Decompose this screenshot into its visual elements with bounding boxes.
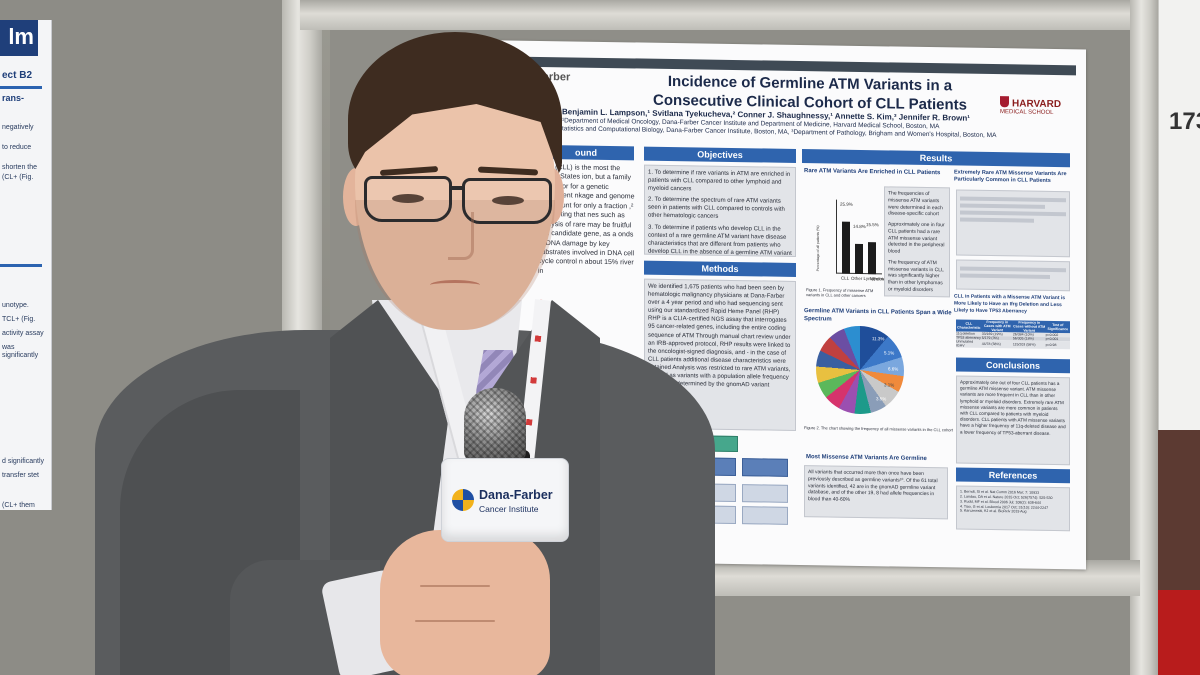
left-poster-fragment: shorten the [2,164,38,171]
right-background-red-object [1158,590,1200,675]
left-poster-fragment: activity assay [2,330,44,337]
mic-flag-subtitle: Cancer Institute [479,504,539,514]
nose [448,212,474,260]
left-poster-fragment: was significantly [2,344,39,359]
left-poster-heading: ect B2 [2,70,33,81]
left-poster-fragment: d significantly [2,458,45,465]
left-poster-fragment: rans- [2,93,25,103]
metal-frame-top [300,0,1200,30]
left-poster-divider [0,264,42,267]
glasses-lens-left [364,176,452,222]
eye-left [392,194,424,203]
poster-number: 173 [1169,108,1200,135]
mic-flag-brand: Dana-Farber [479,488,553,502]
right-neighbor-poster: 173 [1158,0,1200,430]
left-poster-fragment: (CL+ them [2,502,35,509]
left-poster-fragment: TCL+ (Fig. [2,316,36,323]
mouth [430,280,480,290]
left-poster-logo: lm [0,20,38,56]
glasses-bridge [450,186,464,190]
left-poster-fragment: (CL+ (Fig. [2,174,34,181]
hand [380,530,550,675]
glasses-lens-right [462,178,552,224]
microphone-head [464,388,526,462]
finger-crease [415,620,495,622]
left-poster-divider [0,86,42,89]
dana-farber-flag-icon [452,489,474,511]
left-neighbor-poster: lm ect B2 rans- negatively to reduce sho… [0,20,52,510]
finger-crease [420,585,490,587]
left-poster-fragment: negatively [2,124,34,131]
left-poster-fragment: unotype. [2,302,29,309]
microphone-flag: Dana-Farber Cancer Institute [441,458,569,542]
eye-right [492,196,524,205]
left-poster-fragment: to reduce [2,144,32,151]
left-poster-fragment: transfer stet [2,472,39,479]
